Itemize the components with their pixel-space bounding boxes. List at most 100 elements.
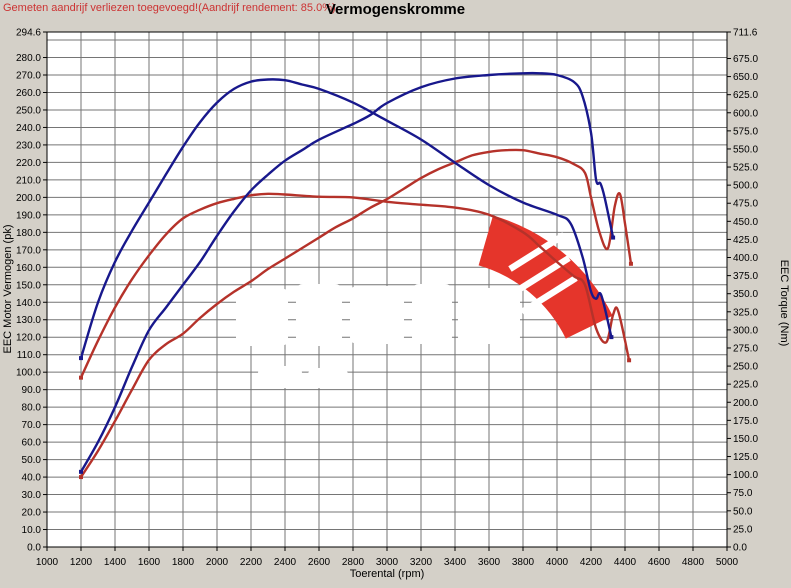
y-right-tick-label: 450.0 — [733, 217, 758, 228]
y-right-tick-label: 650.0 — [733, 72, 758, 83]
x-tick-label: 4000 — [546, 557, 569, 568]
curve-start-marker — [79, 356, 83, 361]
y-right-tick-label: 150.0 — [733, 434, 758, 445]
y-left-tick-label: 170.0 — [16, 245, 41, 256]
watermark-block — [350, 286, 404, 344]
y-left-tick-label: 220.0 — [16, 158, 41, 169]
y-right-tick-label: 625.0 — [733, 90, 758, 101]
watermark-block — [308, 368, 348, 388]
y-right-tick-label: 375.0 — [733, 271, 758, 282]
y-right-tick-label: 250.0 — [733, 362, 758, 373]
curve-end-marker — [611, 235, 616, 240]
watermark-block — [296, 284, 342, 346]
y-right-tick-label: 25.0 — [733, 524, 753, 535]
curve-start-marker — [79, 375, 83, 380]
page-title: Vermogenskromme — [325, 1, 466, 18]
x-tick-label: 5000 — [716, 557, 739, 568]
y-right-tick-label: 675.0 — [733, 54, 758, 65]
y-left-tick-label: 260.0 — [16, 88, 41, 99]
y-left-tick-label: 80.0 — [22, 403, 42, 414]
y-left-tick-label: 100.0 — [16, 368, 41, 379]
x-tick-label: 1000 — [36, 557, 59, 568]
x-tick-label: 2200 — [240, 557, 263, 568]
curve-start-marker — [79, 475, 83, 480]
y-left-tick-label: 40.0 — [22, 473, 42, 484]
y-left-tick-label: 210.0 — [16, 175, 41, 186]
logo-slash — [508, 232, 566, 272]
y-left-tick-label: 190.0 — [16, 210, 41, 221]
y-right-tick-label: 400.0 — [733, 253, 758, 264]
watermark-block — [458, 288, 520, 344]
y-right-tick-label: 275.0 — [733, 343, 758, 354]
y-left-tick-label: 0.0 — [27, 543, 41, 554]
y-left-tick-label: 10.0 — [22, 525, 42, 536]
series-torque_blue — [79, 78, 614, 361]
x-tick-label: 1600 — [138, 557, 161, 568]
curve-power_red — [79, 148, 633, 478]
y-right-axis-title: EEC Torque (Nm) — [778, 260, 790, 347]
curve-torque_blue — [79, 78, 613, 359]
y-left-axis-title: EEC Motor Vermogen (pk) — [2, 225, 14, 354]
x-tick-label: 1400 — [104, 557, 127, 568]
series-power_blue — [79, 71, 616, 474]
y-right-tick-label: 600.0 — [733, 108, 758, 119]
watermark-block — [412, 284, 452, 344]
y-left-tick-label: 90.0 — [22, 385, 42, 396]
x-tick-label: 1800 — [172, 557, 195, 568]
x-tick-label: 3400 — [444, 557, 467, 568]
y-right-tick-label: 425.0 — [733, 235, 758, 246]
y-right-tick-label: 550.0 — [733, 144, 758, 155]
y-right-tick-label: 475.0 — [733, 199, 758, 210]
axis-ticks — [43, 31, 731, 551]
y-right-tick-label: 350.0 — [733, 289, 758, 300]
y-left-tick-label: 30.0 — [22, 490, 42, 501]
y-left-tick-label: 70.0 — [22, 420, 42, 431]
y-left-tick-label: 60.0 — [22, 438, 42, 449]
logo-arc-band — [478, 215, 613, 339]
y-left-tick-label: 240.0 — [16, 123, 41, 134]
watermark-block — [258, 366, 302, 388]
x-tick-label: 2600 — [308, 557, 331, 568]
y-right-tick-label: 0.0 — [733, 543, 747, 554]
y-left-tick-label: 160.0 — [16, 263, 41, 274]
x-tick-label: 2800 — [342, 557, 365, 568]
y-left-tick-label: 20.0 — [22, 508, 42, 519]
x-tick-label: 3600 — [478, 557, 501, 568]
drivetrain-loss-note: Gemeten aandrijf verliezen toegevoegd!(A… — [3, 2, 336, 14]
y-left-tick-label: 180.0 — [16, 228, 41, 239]
y-left-tick-label: 140.0 — [16, 298, 41, 309]
x-axis-title: Toerental (rpm) — [350, 568, 425, 580]
logo-slash — [520, 275, 578, 315]
x-tick-label: 4600 — [648, 557, 671, 568]
y-right-tick-label: 575.0 — [733, 126, 758, 137]
y-right-tick-label: 75.0 — [733, 488, 753, 499]
series-torque_red — [79, 192, 632, 380]
y-right-tick-label: 175.0 — [733, 416, 758, 427]
x-tick-label: 1200 — [70, 557, 93, 568]
curve-power_blue — [79, 71, 615, 473]
y-left-tick-label: 130.0 — [16, 315, 41, 326]
watermark-block — [236, 288, 288, 346]
x-tick-label: 2000 — [206, 557, 229, 568]
axis-labels: 294.6 280.0 270.0 260.0 250.0 240.0 230.0 220.0… — [16, 28, 758, 569]
y-right-tick-label: 225.0 — [733, 380, 758, 391]
y-left-tick-label: 280.0 — [16, 53, 41, 64]
y-right-tick-label: 300.0 — [733, 325, 758, 336]
y-left-tick-label: 110.0 — [17, 350, 42, 361]
curve-end-marker — [628, 261, 633, 266]
y-left-tick-label: 120.0 — [16, 333, 41, 344]
y-left-tick-label: 50.0 — [22, 455, 42, 466]
x-tick-label: 3200 — [410, 557, 433, 568]
y-left-tick-label: 250.0 — [16, 105, 41, 116]
y-right-tick-label: 50.0 — [733, 506, 753, 517]
y-left-tick-label: 200.0 — [16, 193, 41, 204]
y-right-tick-label: 500.0 — [733, 181, 758, 192]
curve-torque_red — [79, 192, 631, 379]
x-tick-label: 2400 — [274, 557, 297, 568]
y-left-tick-label: 230.0 — [16, 140, 41, 151]
x-tick-label: 4200 — [580, 557, 603, 568]
y-left-tick-label: 270.0 — [16, 71, 41, 82]
curve-start-marker — [79, 469, 83, 474]
